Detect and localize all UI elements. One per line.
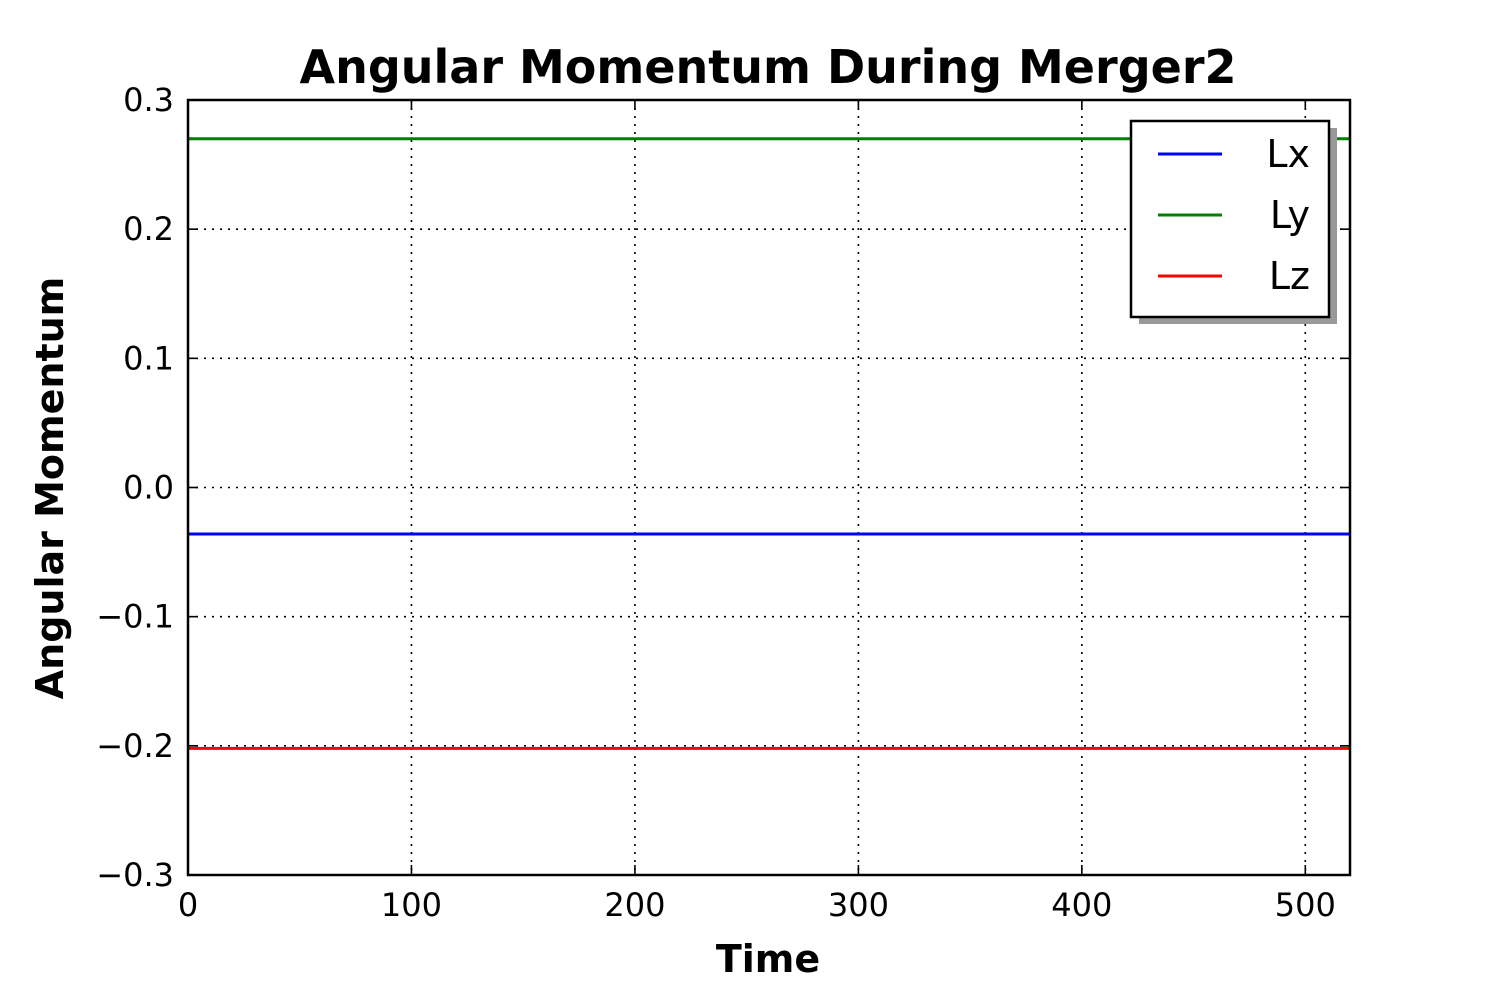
legend-items: Lx Ly Lz — [1158, 132, 1310, 298]
x-tick-labels: 0 100 200 300 400 500 — [178, 886, 1336, 924]
x-tick-label: 100 — [381, 886, 442, 924]
legend-label-lx: Lx — [1266, 132, 1310, 176]
y-tick-label: −0.3 — [96, 856, 174, 894]
legend: Lx Ly Lz — [1129, 119, 1337, 324]
chart-title: Angular Momentum During Merger2 — [299, 40, 1236, 94]
y-tick-label: 0.1 — [123, 339, 174, 377]
y-tick-label: 0.2 — [123, 210, 174, 248]
x-tick-label: 200 — [604, 886, 665, 924]
y-axis-label: Angular Momentum — [28, 277, 72, 700]
x-tick-label: 400 — [1051, 886, 1112, 924]
y-tick-label: −0.2 — [96, 727, 174, 765]
axis-ticks — [187, 99, 1350, 876]
plot-frame — [186, 98, 1352, 877]
y-tick-label: 0.0 — [123, 469, 174, 507]
legend-label-lz: Lz — [1269, 254, 1310, 298]
x-tick-label: 0 — [178, 886, 198, 924]
x-tick-label: 300 — [828, 886, 889, 924]
y-tick-labels: −0.3 −0.2 −0.1 0.0 0.1 0.2 0.3 — [96, 81, 174, 894]
x-tick-label: 500 — [1275, 886, 1336, 924]
x-axis-label: Time — [716, 937, 820, 981]
y-tick-label: −0.1 — [96, 598, 174, 636]
legend-label-ly: Ly — [1270, 193, 1310, 237]
grid — [188, 100, 1350, 875]
y-tick-label: 0.3 — [123, 81, 174, 119]
